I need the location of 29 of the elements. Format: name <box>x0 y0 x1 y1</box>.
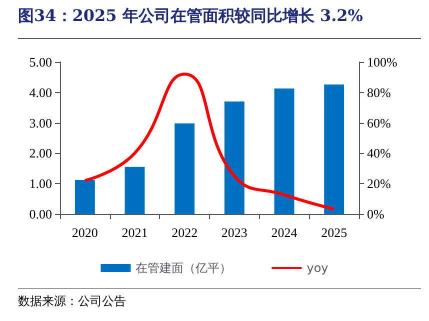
bar <box>324 84 344 214</box>
x-tick-label: 2025 <box>321 225 348 240</box>
x-tick-label: 2021 <box>122 225 148 240</box>
bar <box>174 123 195 214</box>
legend-label: 在管建面（亿平） <box>136 261 232 275</box>
x-tick-label: 2022 <box>172 225 198 240</box>
y2-tick-label: 20% <box>367 176 391 192</box>
y2-tick-label: 40% <box>367 146 391 161</box>
x-tick-label: 2023 <box>221 225 248 240</box>
bar <box>224 102 244 214</box>
y2-tick-label: 80% <box>367 84 391 100</box>
y-tick-label: 0.00 <box>29 206 52 222</box>
y-tick-label: 4.00 <box>29 84 52 100</box>
x-tick-label: 2020 <box>72 225 98 240</box>
y2-tick-label: 60% <box>367 115 391 130</box>
legend-label: yoy <box>306 261 328 275</box>
chart-title: 图34：2025 年公司在管面积较同比增长 3.2% <box>18 6 363 27</box>
bar <box>274 88 294 214</box>
bar <box>124 166 145 214</box>
bar <box>74 180 95 214</box>
y-tick-label: 5.00 <box>29 54 52 70</box>
source-note: 数据来源：公司公告 <box>18 293 126 310</box>
y-tick-label: 3.00 <box>29 115 52 130</box>
line-series <box>83 72 336 211</box>
y-tick-label: 2.00 <box>29 146 52 161</box>
y-tick-label: 1.00 <box>29 176 52 192</box>
y2-tick-label: 0% <box>367 206 384 222</box>
x-tick-label: 2024 <box>271 225 298 240</box>
y2-tick-label: 100% <box>367 54 398 70</box>
